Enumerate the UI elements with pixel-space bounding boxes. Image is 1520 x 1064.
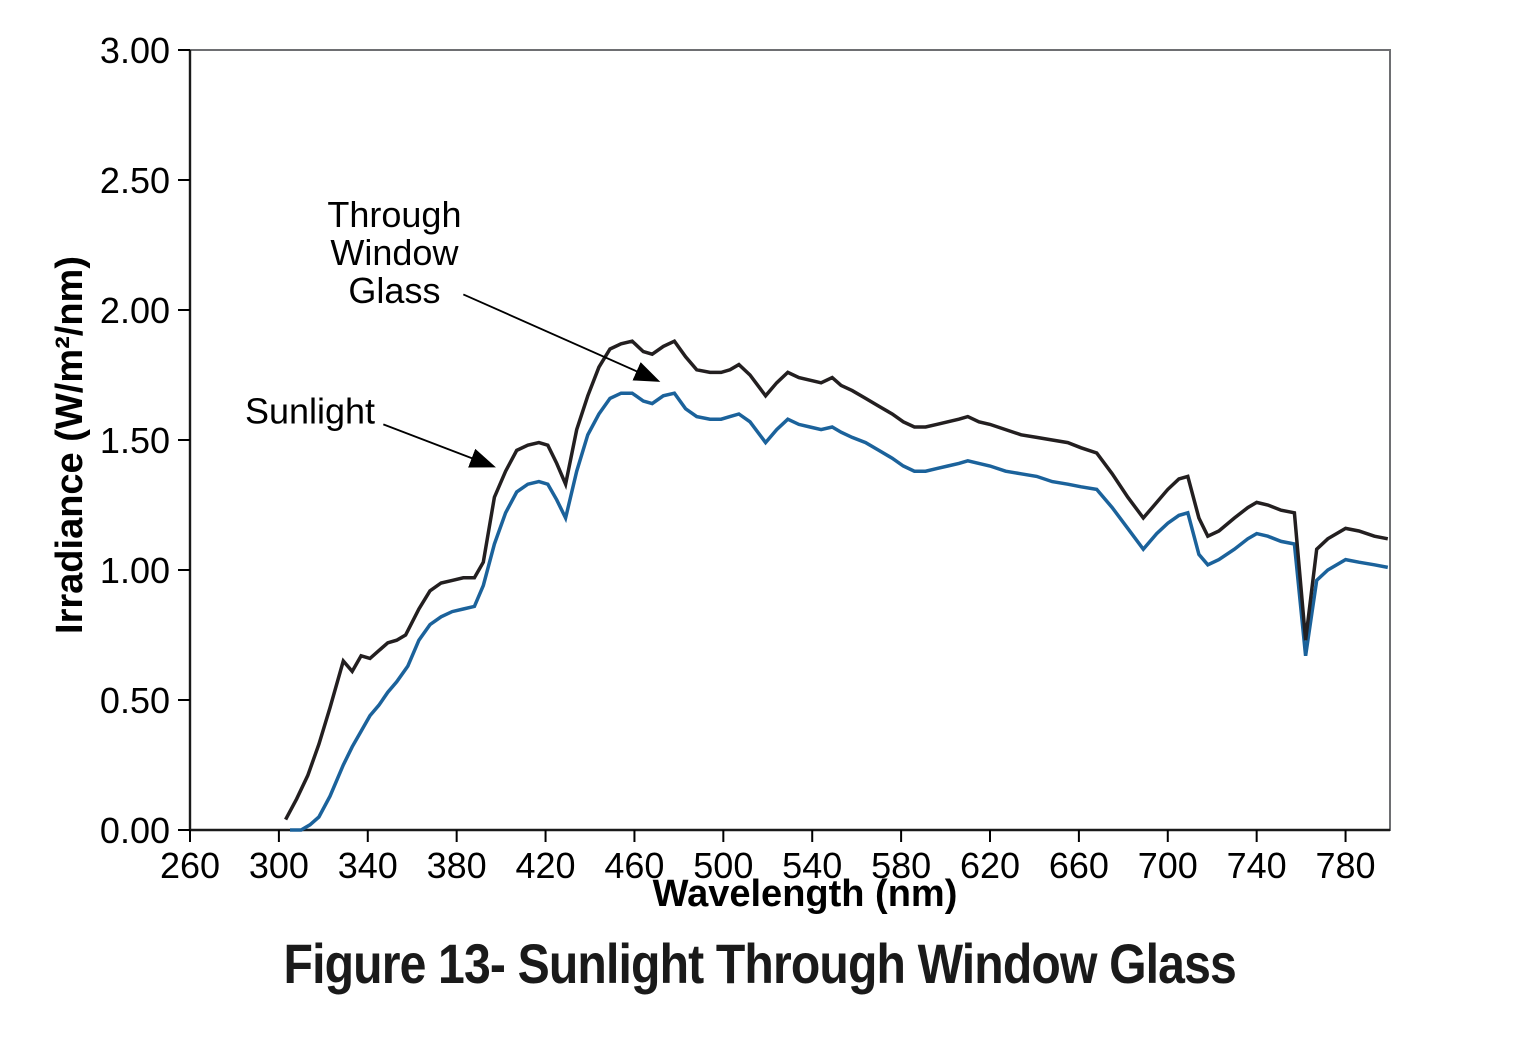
annotations: Through Window Glass Sunlight — [245, 194, 661, 468]
y-tick-label: 2.00 — [100, 290, 170, 331]
annotation-label-sunlight: Sunlight — [245, 390, 375, 431]
y-tick-label: 1.00 — [100, 550, 170, 591]
x-tick-label: 300 — [249, 845, 309, 886]
x-tick-label: 420 — [516, 845, 576, 886]
x-tick-label: 460 — [604, 845, 664, 886]
x-tick-label: 340 — [338, 845, 398, 886]
through-window-glass-line — [290, 391, 1389, 832]
annotation-label-through-window-glass: Through Window Glass — [327, 194, 461, 311]
x-tick-label: 540 — [782, 845, 842, 886]
figure-caption-row: Figure 13- Sunlight Through Window Glass — [0, 931, 1520, 996]
x-tick-label: 700 — [1138, 845, 1198, 886]
y-tick-label: 0.50 — [100, 680, 170, 721]
x-tick-label: 620 — [960, 845, 1020, 886]
x-tick-label: 380 — [427, 845, 487, 886]
x-tick-label: 500 — [693, 845, 753, 886]
x-tick-label: 740 — [1227, 845, 1287, 886]
y-tick-label: 2.50 — [100, 160, 170, 201]
axis-ticks: 260 300 340 380 420 460 500 540 580 620 660 700 740 7… — [100, 30, 1376, 886]
y-axis-title: Irradiance (W/m²/nm) — [49, 256, 91, 634]
data-series — [284, 338, 1389, 832]
x-tick-label: 580 — [871, 845, 931, 886]
annotation-arrow-through-window-glass — [462, 293, 661, 382]
sunlight-line — [284, 338, 1389, 821]
y-tick-label: 1.50 — [100, 420, 170, 461]
x-tick-label: 660 — [1049, 845, 1109, 886]
y-tick-label: 0.00 — [100, 810, 170, 851]
annotation-arrow-sunlight — [383, 423, 496, 468]
x-tick-label: 780 — [1316, 845, 1376, 886]
x-axis-title: Wavelength (nm) — [653, 873, 958, 915]
irradiance-chart: 260 300 340 380 420 460 500 540 580 620 660 700 740 7… — [49, 30, 1391, 915]
figure-caption: Figure 13- Sunlight Through Window Glass — [283, 932, 1237, 995]
y-tick-label: 3.00 — [100, 30, 170, 71]
x-tick-label: 260 — [160, 845, 220, 886]
